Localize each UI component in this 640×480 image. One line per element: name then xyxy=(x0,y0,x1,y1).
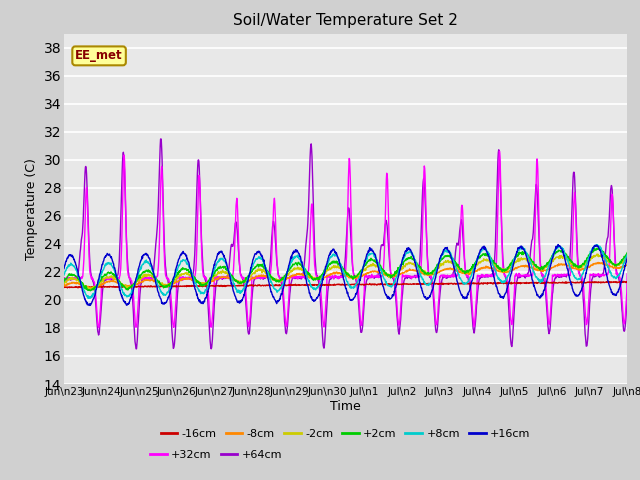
Text: EE_met: EE_met xyxy=(76,49,123,62)
X-axis label: Time: Time xyxy=(330,399,361,412)
Y-axis label: Temperature (C): Temperature (C) xyxy=(25,158,38,260)
Legend: +32cm, +64cm: +32cm, +64cm xyxy=(145,445,287,464)
Title: Soil/Water Temperature Set 2: Soil/Water Temperature Set 2 xyxy=(233,13,458,28)
